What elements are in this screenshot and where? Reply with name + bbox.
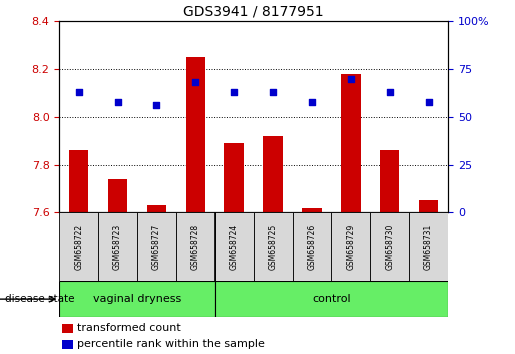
Bar bbox=[137, 212, 176, 281]
Bar bbox=[370, 212, 409, 281]
Text: percentile rank within the sample: percentile rank within the sample bbox=[77, 339, 265, 349]
Text: GSM658723: GSM658723 bbox=[113, 224, 122, 270]
Text: GSM658729: GSM658729 bbox=[347, 224, 355, 270]
Bar bbox=[62, 324, 73, 333]
Bar bbox=[215, 212, 253, 281]
Bar bbox=[59, 212, 98, 281]
Point bbox=[347, 76, 355, 81]
Text: GSM658725: GSM658725 bbox=[269, 224, 278, 270]
Text: GSM658727: GSM658727 bbox=[152, 224, 161, 270]
Bar bbox=[62, 340, 73, 349]
Text: control: control bbox=[312, 294, 351, 304]
Text: GSM658724: GSM658724 bbox=[230, 224, 238, 270]
Text: GSM658730: GSM658730 bbox=[385, 224, 394, 270]
Bar bbox=[253, 212, 293, 281]
Bar bbox=[341, 74, 360, 212]
Title: GDS3941 / 8177951: GDS3941 / 8177951 bbox=[183, 5, 324, 19]
Point bbox=[424, 99, 433, 104]
Text: GSM658731: GSM658731 bbox=[424, 224, 433, 270]
Bar bbox=[263, 136, 283, 212]
Bar bbox=[147, 205, 166, 212]
Bar bbox=[409, 212, 448, 281]
Point bbox=[308, 99, 316, 104]
Text: vaginal dryness: vaginal dryness bbox=[93, 294, 181, 304]
Point bbox=[152, 103, 161, 108]
Bar bbox=[215, 281, 448, 317]
Bar bbox=[293, 212, 332, 281]
Bar bbox=[98, 212, 137, 281]
Text: GSM658728: GSM658728 bbox=[191, 224, 200, 270]
Bar bbox=[69, 150, 89, 212]
Bar bbox=[380, 150, 400, 212]
Point bbox=[269, 89, 277, 95]
Text: GSM658722: GSM658722 bbox=[74, 224, 83, 270]
Point bbox=[191, 80, 199, 85]
Bar bbox=[176, 212, 215, 281]
Point bbox=[75, 89, 83, 95]
Text: disease state: disease state bbox=[5, 294, 75, 304]
Point bbox=[113, 99, 122, 104]
Bar bbox=[419, 200, 438, 212]
Bar bbox=[332, 212, 370, 281]
Bar bbox=[185, 57, 205, 212]
Bar bbox=[225, 143, 244, 212]
Point bbox=[230, 89, 238, 95]
Bar bbox=[108, 179, 127, 212]
Text: GSM658726: GSM658726 bbox=[307, 224, 316, 270]
Bar bbox=[302, 207, 322, 212]
Text: transformed count: transformed count bbox=[77, 323, 181, 333]
Point bbox=[386, 89, 394, 95]
Bar bbox=[59, 281, 215, 317]
